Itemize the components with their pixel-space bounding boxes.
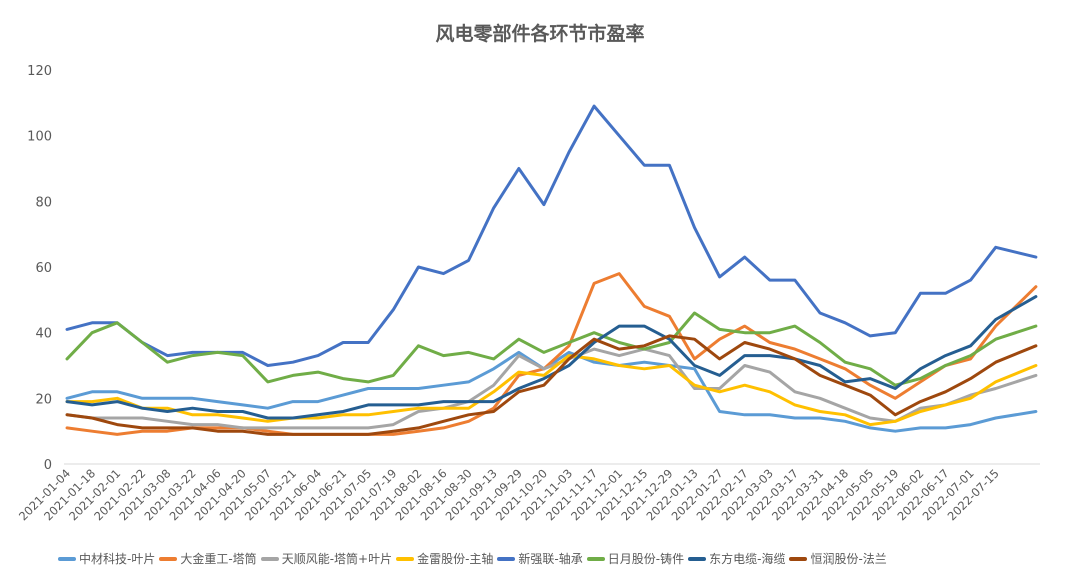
- x-axis: 2021-01-042021-01-182021-02-012021-02-22…: [16, 466, 1002, 523]
- legend-swatch: [396, 556, 415, 561]
- legend-item: 恒润股份-法兰: [789, 550, 887, 567]
- y-tick-label: 40: [35, 327, 52, 342]
- legend-item: 金雷股份-主轴: [396, 550, 493, 567]
- series-lines: [65, 104, 1038, 436]
- legend-label: 东方电缆-海缆: [709, 552, 786, 566]
- series-line-3: [65, 354, 1038, 427]
- legend-item: 大金重工-塔筒: [159, 550, 257, 567]
- chart-title: 风电零部件各环节市盈率: [435, 22, 644, 45]
- legend-item: 中材科技-叶片: [58, 550, 155, 567]
- legend-label: 日月股份-铸件: [607, 552, 685, 566]
- legend-item: 东方电缆-海缆: [688, 550, 785, 567]
- legend-swatch: [789, 556, 808, 561]
- legend-swatch: [688, 556, 707, 561]
- legend-item: 日月股份-铸件: [586, 550, 685, 567]
- series-line-7: [65, 334, 1038, 436]
- legend: 中材科技-叶片 大金重工-塔筒 天顺风能-塔筒+叶片 金雷股份-主轴 新强联-轴承 日月股…: [58, 550, 891, 567]
- legend-item: 新强联-轴承: [497, 550, 583, 567]
- y-tick-label: 60: [35, 261, 52, 276]
- y-tick-label: 120: [27, 64, 52, 79]
- legend-label: 金雷股份-主轴: [417, 552, 494, 566]
- legend-label: 天顺风能-塔筒+叶片: [281, 552, 393, 566]
- legend-label: 恒润股份-法兰: [810, 552, 887, 566]
- legend-swatch: [260, 556, 279, 561]
- series-line-2: [65, 347, 1038, 430]
- legend-swatch: [497, 556, 516, 561]
- legend-swatch: [159, 556, 178, 561]
- y-tick-label: 0: [44, 458, 52, 473]
- legend-label: 大金重工-塔筒: [180, 552, 257, 566]
- y-tick-label: 20: [35, 392, 52, 407]
- series-line-4: [65, 104, 1038, 367]
- y-tick-label: 100: [27, 130, 52, 145]
- legend-item: 天顺风能-塔筒+叶片: [260, 550, 393, 567]
- series-line-5: [65, 311, 1038, 387]
- y-tick-label: 80: [35, 195, 52, 210]
- series-line-6: [65, 295, 1038, 420]
- legend-swatch: [58, 556, 76, 561]
- y-axis: 0 20 40 60 80 100 120: [27, 64, 1040, 473]
- legend-label: 新强联-轴承: [518, 552, 583, 566]
- legend-label: 中材科技-叶片: [79, 552, 156, 566]
- legend-swatch: [586, 556, 605, 561]
